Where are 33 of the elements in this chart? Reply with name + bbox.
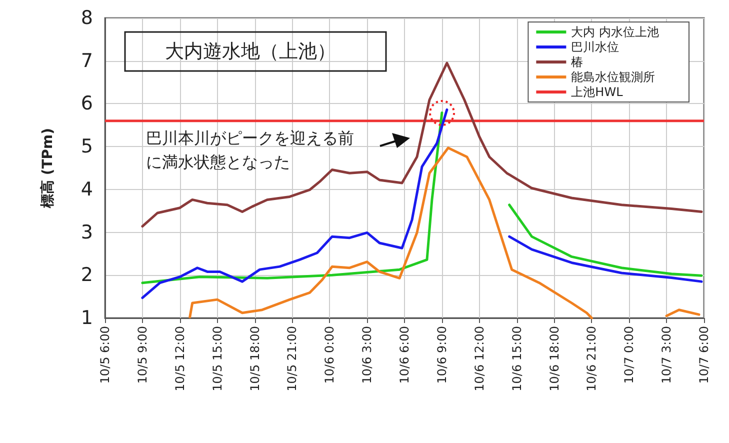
y-tick-label: 7 bbox=[80, 50, 93, 72]
legend-label: 大内 内水位上池 bbox=[571, 25, 660, 39]
x-tick-label: 10/6 15:00 bbox=[510, 326, 524, 392]
x-tick-label: 10/5 15:00 bbox=[210, 326, 224, 392]
legend-label: 椿 bbox=[571, 55, 584, 69]
x-tick-label: 10/7 0:00 bbox=[622, 326, 636, 384]
x-tick-label: 10/6 0:00 bbox=[322, 326, 337, 384]
x-tick-label: 10/7 3:00 bbox=[660, 326, 674, 384]
y-tick-label: 8 bbox=[80, 7, 93, 29]
x-tick-label: 10/6 18:00 bbox=[547, 326, 562, 392]
legend-label: 巴川水位 bbox=[571, 40, 620, 54]
text: 大内遊水地（上池） bbox=[165, 40, 336, 62]
legend-label: 能島水位観測所 bbox=[571, 70, 656, 84]
y-axis-title: 標高 (TPm) bbox=[39, 128, 56, 210]
x-tick-label: 10/5 9:00 bbox=[135, 326, 150, 384]
legend-label: 上池HWL bbox=[571, 85, 624, 99]
y-tick-label: 6 bbox=[80, 92, 93, 115]
x-tick-label: 10/5 6:00 bbox=[98, 326, 112, 384]
y-tick-label: 1 bbox=[80, 307, 93, 329]
y-tick-label: 4 bbox=[80, 178, 93, 200]
y-tick-label: 3 bbox=[80, 221, 93, 244]
x-tick-label: 10/5 21:00 bbox=[285, 326, 300, 392]
y-tick-label: 2 bbox=[80, 264, 93, 286]
x-tick-label: 10/6 6:00 bbox=[398, 326, 412, 384]
x-tick-label: 10/6 9:00 bbox=[434, 326, 449, 384]
annotation: 巴川本川がピークを迎える前に満水状態となった bbox=[146, 128, 354, 172]
x-tick-label: 10/6 3:00 bbox=[360, 326, 374, 384]
x-tick-label: 10/6 12:00 bbox=[472, 326, 486, 392]
x-tick-label: 10/6 21:00 bbox=[584, 326, 599, 392]
x-tick-label: 10/5 12:00 bbox=[172, 326, 187, 392]
x-tick-label: 10/7 6:00 bbox=[697, 326, 711, 384]
y-tick-label: 5 bbox=[80, 136, 93, 158]
x-tick-label: 10/5 18:00 bbox=[248, 326, 262, 392]
